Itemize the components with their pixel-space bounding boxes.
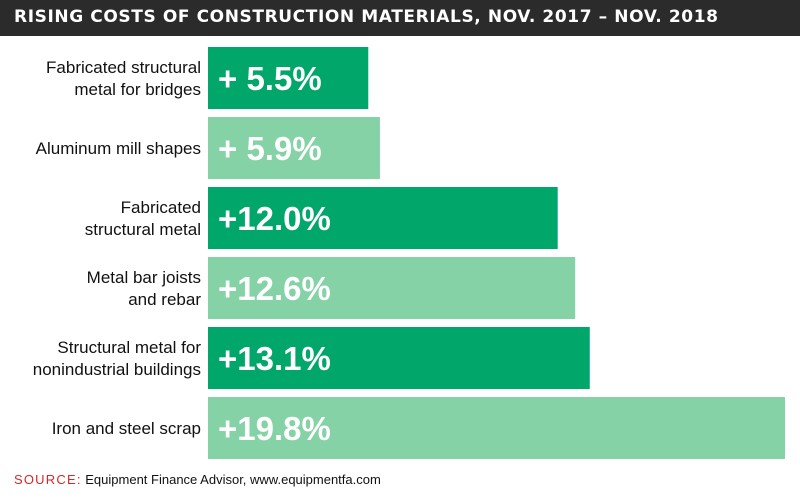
category-label-4: Metal bar joists and rebar xyxy=(87,268,202,309)
category-label-line: Fabricated xyxy=(121,198,201,217)
category-label-line: Iron and steel scrap xyxy=(52,419,201,438)
bar-1 xyxy=(208,47,369,109)
category-label-line: structural metal xyxy=(85,220,201,239)
chart-title: RISING COSTS OF CONSTRUCTION MATERIALS, … xyxy=(14,7,719,27)
category-label-line: Metal bar joists xyxy=(87,268,201,287)
data-label-5: +13.1% xyxy=(218,340,331,377)
bar-chart: + 5.5% Fabricated structural metal for bri… xyxy=(33,47,785,459)
data-label-1: + 5.5% xyxy=(218,60,322,97)
bar-2 xyxy=(208,117,380,179)
bar-6 xyxy=(208,397,785,459)
category-label-2: Aluminum mill shapes xyxy=(36,139,201,158)
data-label-4: +12.6% xyxy=(218,270,331,307)
category-label-1: Fabricated structural metal for bridges xyxy=(46,58,201,99)
source-line: SOURCE: Equipment Finance Advisor, www.e… xyxy=(14,472,381,487)
title-bar: RISING COSTS OF CONSTRUCTION MATERIALS, … xyxy=(0,0,800,36)
category-label-line: Aluminum mill shapes xyxy=(36,139,201,158)
data-label-2: + 5.9% xyxy=(218,130,322,167)
category-label-line: Structural metal for xyxy=(57,338,201,357)
category-label-line: Fabricated structural xyxy=(46,58,201,77)
source-label: SOURCE: xyxy=(14,472,82,487)
data-label-3: +12.0% xyxy=(218,200,331,237)
data-label-6: +19.8% xyxy=(218,410,331,447)
source-text: Equipment Finance Advisor, www.equipment… xyxy=(85,472,381,487)
category-label-line: metal for bridges xyxy=(74,80,201,99)
category-label-6: Iron and steel scrap xyxy=(52,419,201,438)
category-label-line: nonindustrial buildings xyxy=(33,360,201,379)
bar-5 xyxy=(208,327,590,389)
category-label-5: Structural metal for nonindustrial buildi… xyxy=(33,338,202,379)
category-label-line: and rebar xyxy=(128,290,201,309)
bar-4 xyxy=(208,257,576,319)
category-label-3: Fabricated structural metal xyxy=(85,198,201,239)
bar-3 xyxy=(208,187,558,249)
